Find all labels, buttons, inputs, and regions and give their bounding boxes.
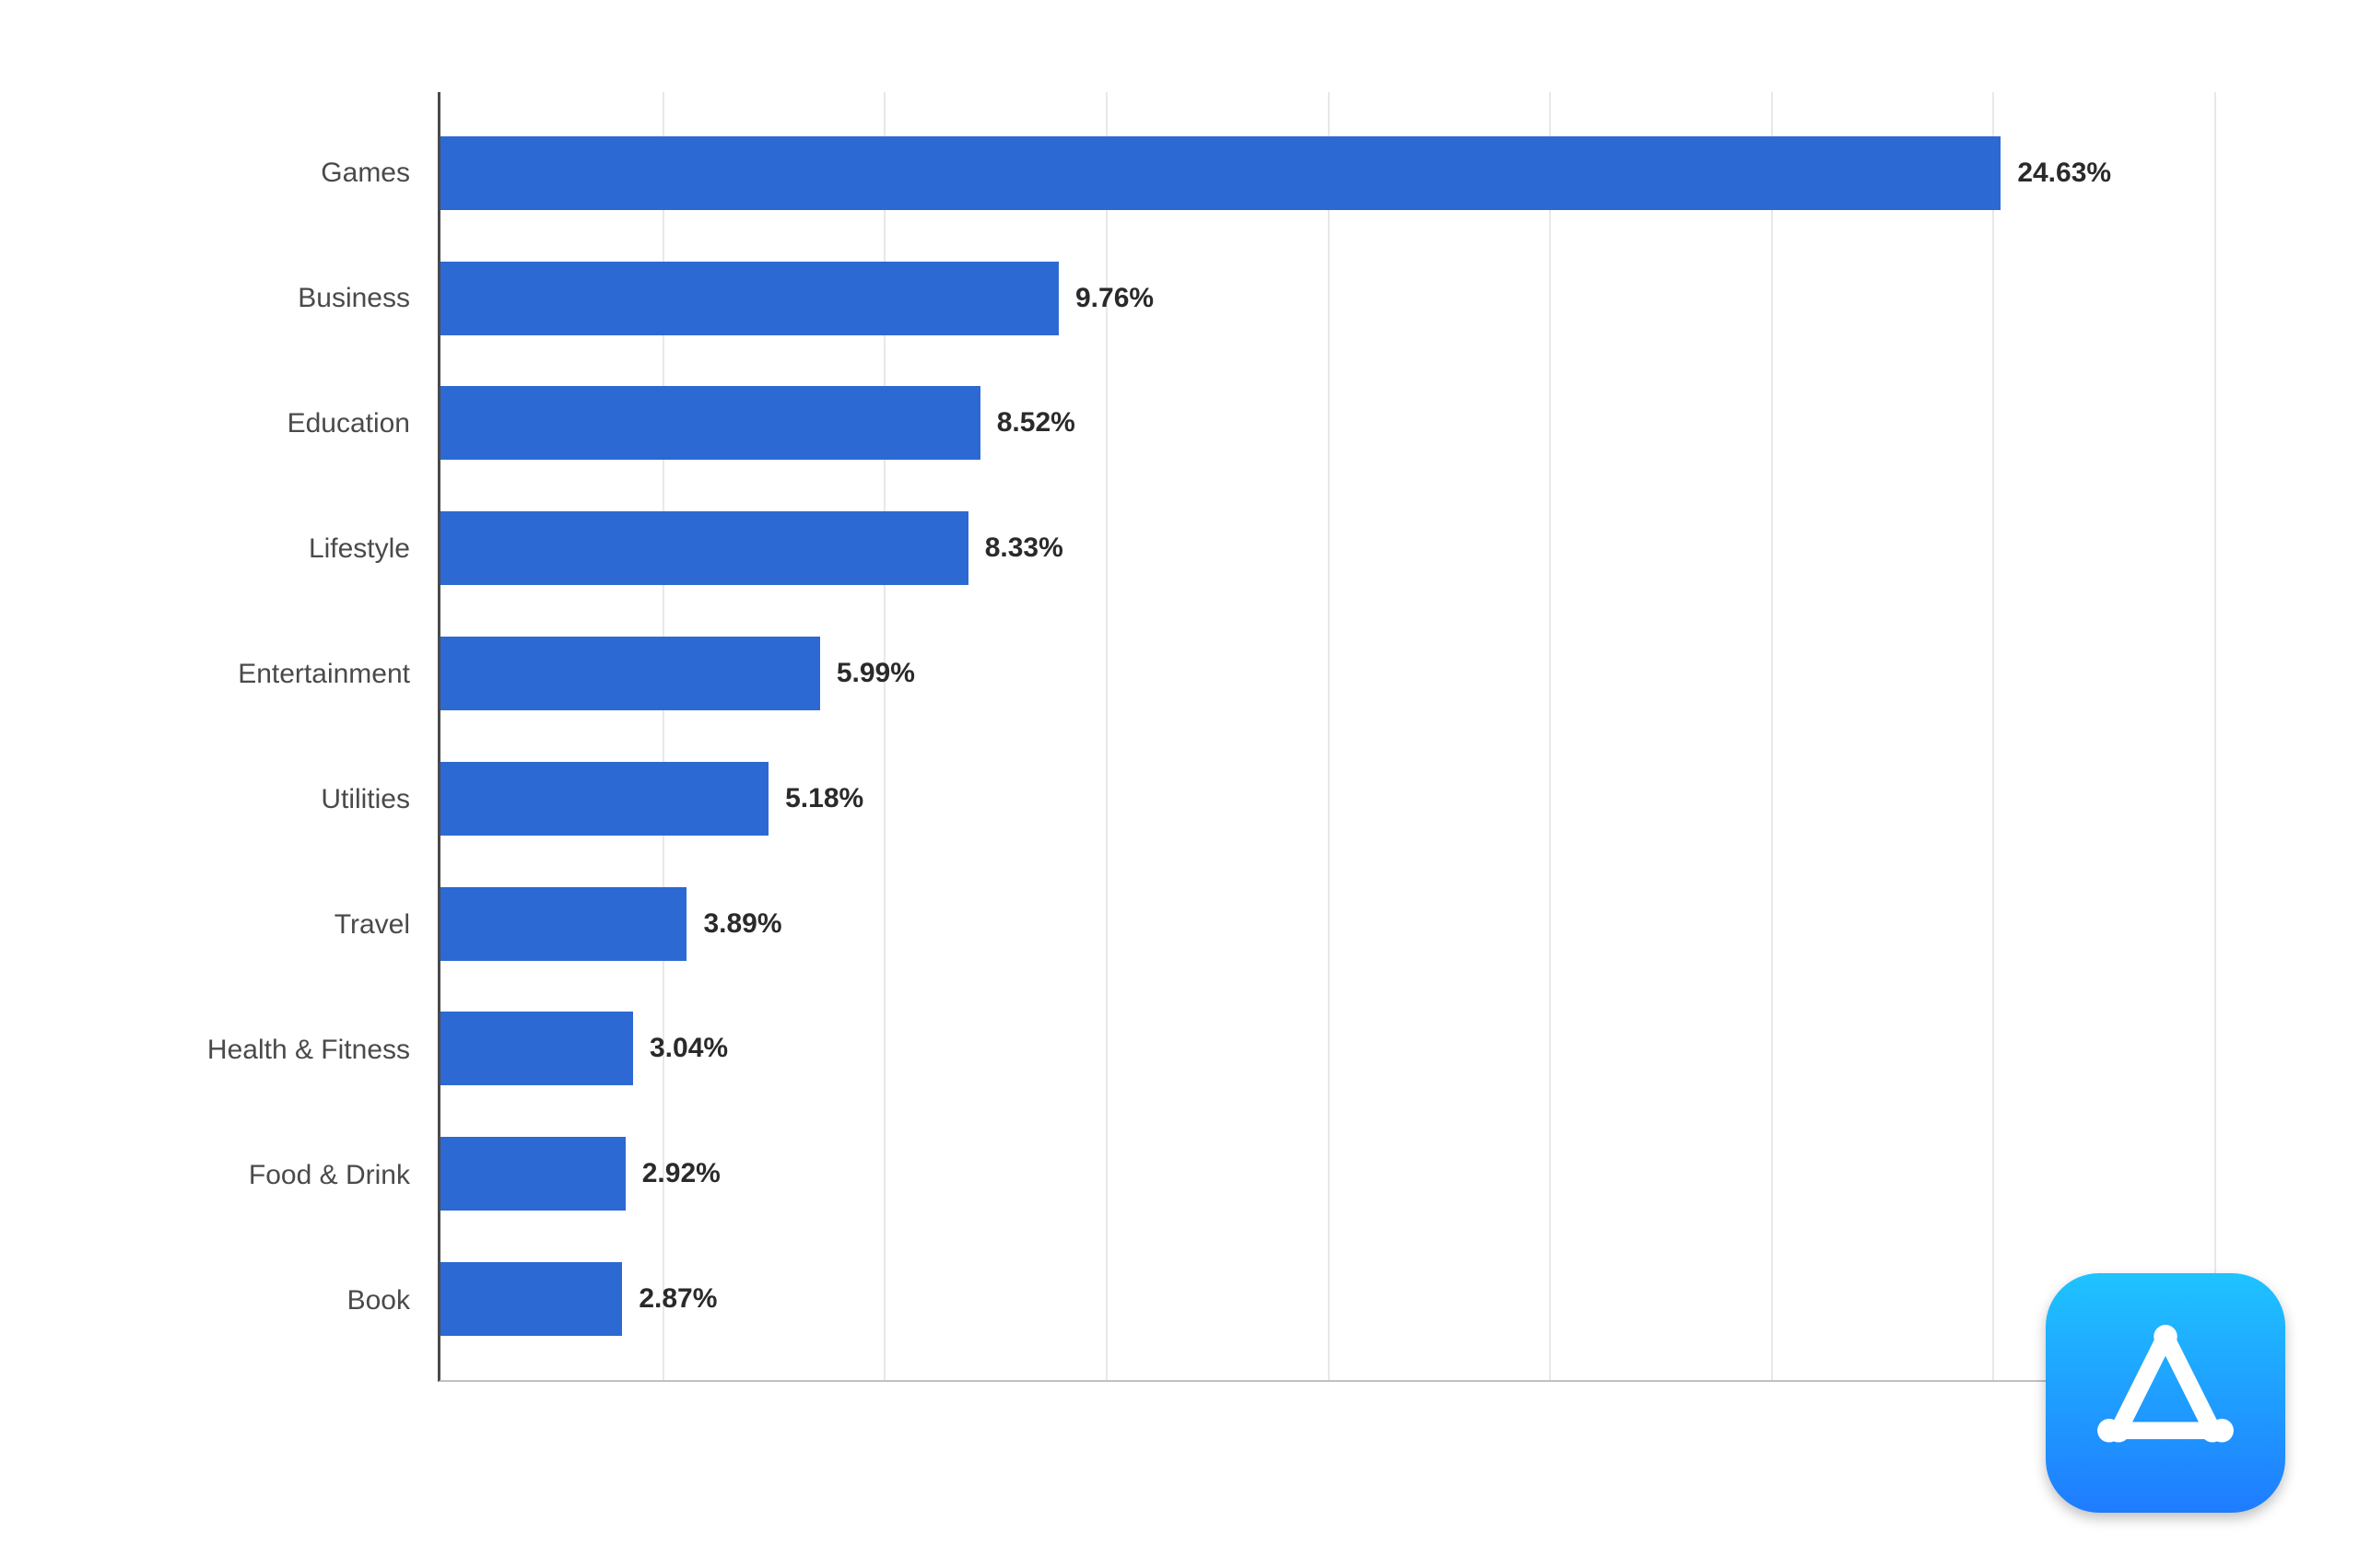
category-label: Health & Fitness	[147, 1013, 424, 1087]
bar	[440, 136, 2001, 210]
bar-row: 5.99%	[440, 637, 2212, 710]
bar	[440, 1262, 622, 1336]
bar-row: 3.04%	[440, 1012, 2212, 1085]
category-label: Lifestyle	[147, 512, 424, 586]
value-label: 5.99%	[837, 658, 915, 689]
bar	[440, 1012, 633, 1085]
app-store-glyph	[2087, 1315, 2244, 1471]
gridline	[2214, 92, 2216, 1380]
bar	[440, 262, 1059, 335]
app-store-icon	[2046, 1273, 2285, 1513]
value-label: 3.89%	[703, 908, 781, 940]
category-label: Entertainment	[147, 638, 424, 711]
bar	[440, 511, 968, 585]
bar	[440, 887, 687, 961]
category-label: Education	[147, 387, 424, 461]
bar-row: 8.33%	[440, 511, 2212, 585]
bar	[440, 386, 980, 460]
chart-container: Games Business Education Lifestyle Enter…	[147, 92, 2212, 1446]
value-label: 2.87%	[639, 1283, 717, 1315]
bar	[440, 762, 769, 836]
bar-row: 9.76%	[440, 262, 2212, 335]
bar-row: 3.89%	[440, 887, 2212, 961]
value-label: 5.18%	[785, 783, 863, 814]
category-label: Book	[147, 1264, 424, 1338]
bar	[440, 637, 820, 710]
value-label: 3.04%	[650, 1033, 728, 1064]
value-label: 24.63%	[2017, 158, 2111, 189]
category-label: Food & Drink	[147, 1139, 424, 1212]
bar-row: 5.18%	[440, 762, 2212, 836]
category-labels: Games Business Education Lifestyle Enter…	[147, 92, 424, 1382]
value-label: 9.76%	[1075, 283, 1154, 314]
category-label: Games	[147, 136, 424, 210]
category-label: Utilities	[147, 763, 424, 837]
bars-wrap: 24.63% 9.76% 8.52% 8.33% 5.99% 5.18% 3.8…	[440, 92, 2212, 1380]
plot-area: 24.63% 9.76% 8.52% 8.33% 5.99% 5.18% 3.8…	[438, 92, 2212, 1382]
bar-row: 2.92%	[440, 1137, 2212, 1211]
value-label: 2.92%	[642, 1158, 721, 1189]
category-label: Travel	[147, 888, 424, 962]
bar-row: 24.63%	[440, 136, 2212, 210]
bar	[440, 1137, 626, 1211]
category-label: Business	[147, 262, 424, 335]
value-label: 8.52%	[997, 407, 1075, 439]
bar-row: 2.87%	[440, 1262, 2212, 1336]
value-label: 8.33%	[985, 532, 1063, 564]
bar-row: 8.52%	[440, 386, 2212, 460]
